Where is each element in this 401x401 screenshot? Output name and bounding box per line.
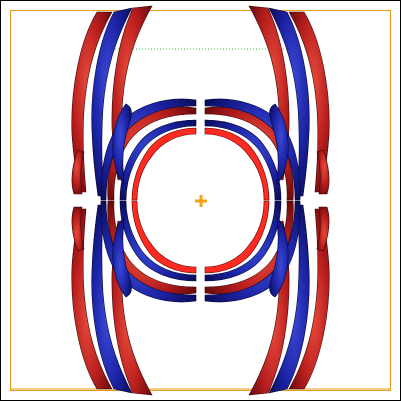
center-marker-icon	[195, 195, 207, 207]
orbital-quadrant-bottom-right	[204, 200, 330, 396]
orbital-quadrant-bottom-left	[71, 200, 197, 396]
orbital-quadrant-top-left	[71, 5, 197, 201]
orbital-quadrant-top-right	[204, 5, 330, 201]
bounding-box	[10, 10, 391, 391]
